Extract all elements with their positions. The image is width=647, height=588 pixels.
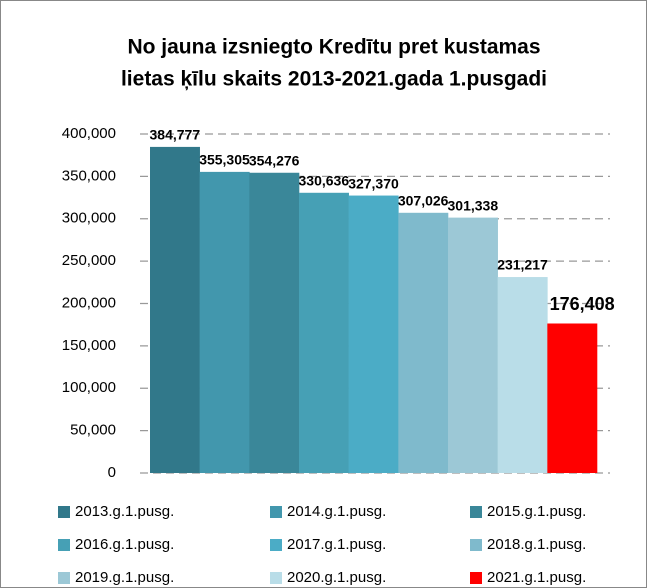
y-tick-label: 50,000 [70, 422, 116, 439]
y-tick-label: 0 [108, 464, 116, 481]
y-tick-label: 200,000 [62, 294, 116, 311]
bar [199, 171, 250, 473]
legend-label: 2016.g.1.pusg. [75, 536, 174, 553]
y-tick-label: 100,000 [62, 379, 116, 396]
bar [249, 172, 300, 473]
legend-swatch [270, 572, 282, 584]
value-label: 330,636 [299, 172, 350, 188]
value-label: 355,305 [199, 152, 250, 168]
legend-label: 2015.g.1.pusg. [487, 503, 586, 520]
legend-label: 2018.g.1.pusg. [487, 536, 586, 553]
chart-title: No jauna izsniegto Kredītu pret kustamas [127, 36, 540, 59]
value-label: 231,217 [497, 257, 548, 273]
legend-label: 2013.g.1.pusg. [75, 503, 174, 520]
y-tick-label: 300,000 [62, 210, 116, 227]
value-label: 354,276 [249, 152, 300, 168]
legend-swatch [58, 539, 70, 551]
legend-swatch [58, 572, 70, 584]
y-tick-label: 150,000 [62, 337, 116, 354]
bar [448, 217, 498, 473]
legend-label: 2014.g.1.pusg. [287, 503, 386, 520]
y-tick-label: 250,000 [62, 252, 116, 269]
bar [497, 277, 548, 473]
legend-swatch [270, 506, 282, 518]
y-tick-label: 350,000 [62, 167, 116, 184]
legend-swatch [470, 539, 482, 551]
value-label: 384,777 [150, 127, 201, 143]
legend-label: 2019.g.1.pusg. [75, 569, 174, 586]
value-label: 301,338 [448, 197, 499, 213]
legend-swatch [470, 572, 482, 584]
legend-swatch [270, 539, 282, 551]
legend-label: 2020.g.1.pusg. [287, 569, 386, 586]
legend-swatch [470, 506, 482, 518]
bar [398, 212, 449, 473]
chart-title: lietas ķīlu skaits 2013-2021.gada 1.pusg… [121, 68, 547, 91]
y-tick-label: 400,000 [62, 125, 116, 142]
legend-label: 2021.g.1.pusg. [487, 569, 586, 586]
legend-label: 2017.g.1.pusg. [287, 536, 386, 553]
bar [299, 192, 349, 473]
bar [150, 146, 200, 473]
value-label: 176,408 [550, 294, 615, 314]
value-label: 307,026 [398, 192, 449, 208]
bar [348, 195, 399, 473]
bar [547, 323, 598, 473]
legend-swatch [58, 506, 70, 518]
value-label: 327,370 [348, 175, 399, 191]
